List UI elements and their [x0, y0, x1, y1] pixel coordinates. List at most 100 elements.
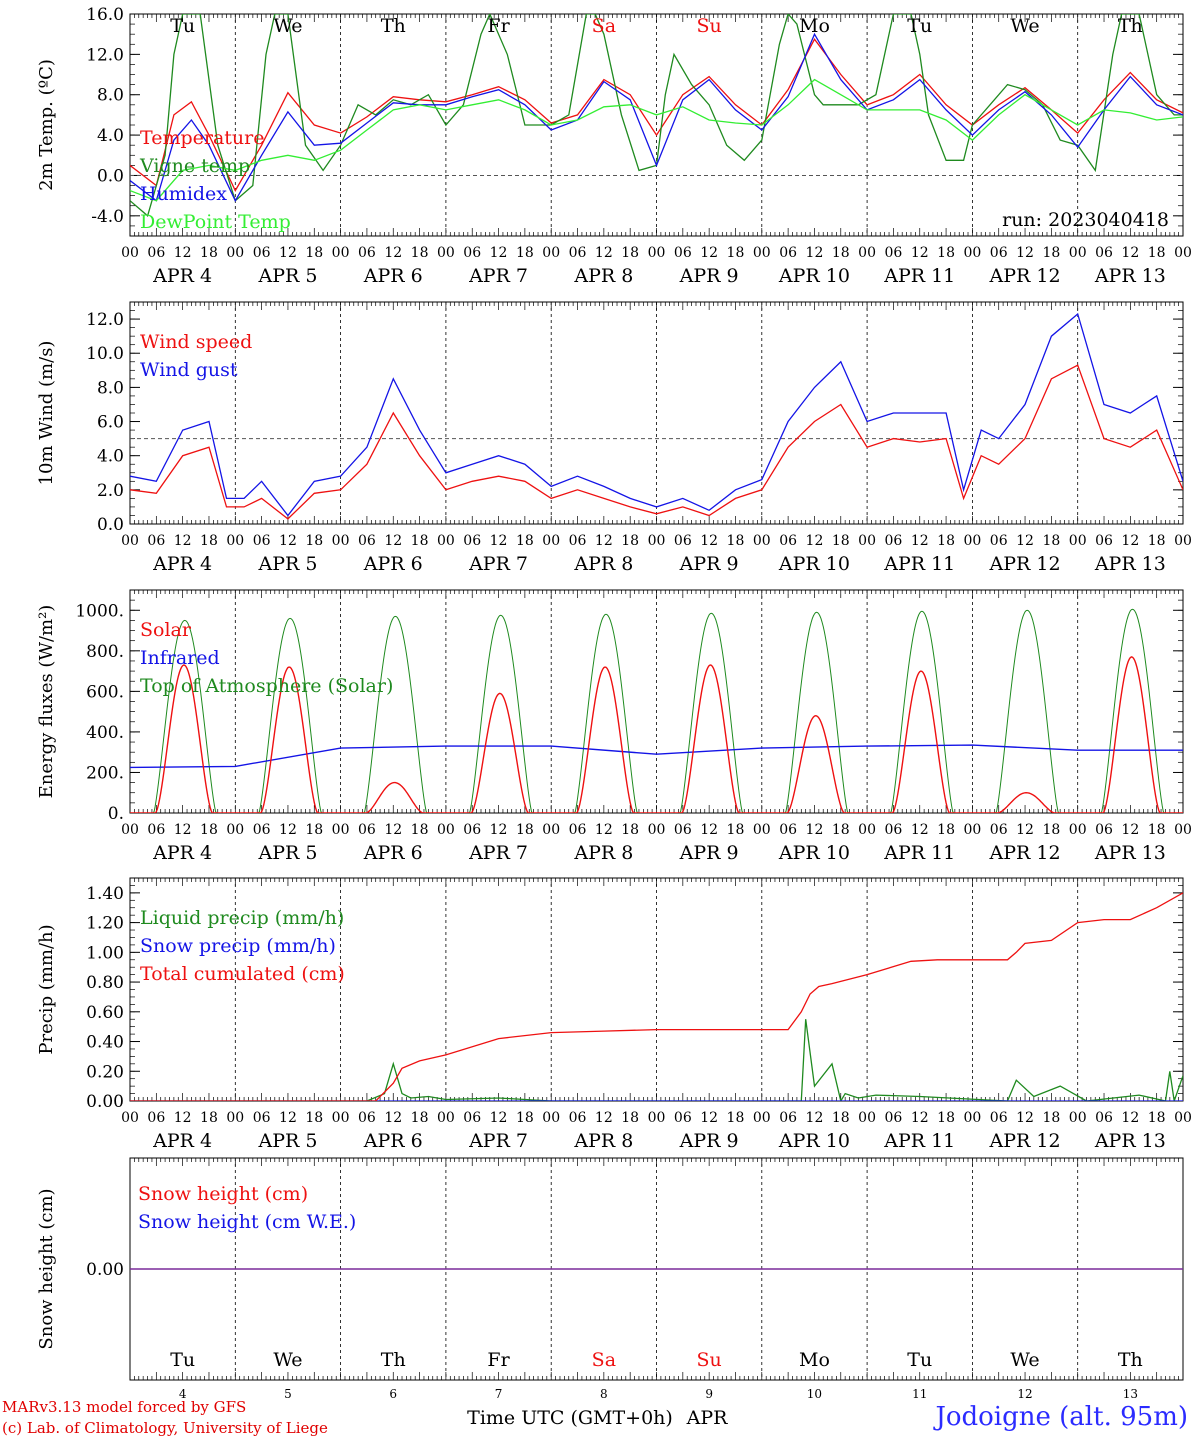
hour-tick-label: 12 — [1016, 533, 1034, 549]
hour-tick-label: 00 — [332, 1110, 350, 1126]
panel-2 — [129, 301, 1184, 525]
hour-tick-label: 06 — [779, 1110, 797, 1126]
hour-tick-label: 18 — [1042, 1110, 1060, 1126]
date-label: APR 5 — [257, 1130, 317, 1152]
y-tick-label: 1000. — [75, 601, 124, 621]
y-tick-label: 1.00 — [86, 943, 124, 963]
y-tick-label: 0.0 — [97, 515, 124, 535]
y-tick-label: 4.0 — [97, 126, 124, 146]
date-label: APR 6 — [363, 842, 423, 864]
hour-tick-label: 18 — [1042, 822, 1060, 838]
series-line-2 — [130, 892, 1183, 1101]
hour-tick-label: 06 — [674, 533, 692, 549]
hour-tick-label: 06 — [885, 245, 903, 261]
hour-tick-label: 18 — [832, 533, 850, 549]
date-label: APR 4 — [152, 842, 212, 864]
date-label: APR 13 — [1094, 1130, 1166, 1152]
day-number-label: 12 — [1017, 1387, 1032, 1401]
y-tick-label: 10.0 — [86, 344, 124, 364]
hour-tick-label: 00 — [648, 245, 666, 261]
panel-1 — [129, 13, 1184, 237]
hour-tick-label: 12 — [490, 822, 508, 838]
y-tick-label: 4.0 — [97, 447, 124, 467]
y-tick-label: 16.0 — [86, 5, 124, 25]
hour-tick-label: 06 — [674, 1110, 692, 1126]
weekday-label: Sa — [592, 1349, 616, 1371]
hour-tick-label: 00 — [648, 822, 666, 838]
hour-tick-label: 12 — [911, 533, 929, 549]
hour-tick-label: 18 — [832, 1110, 850, 1126]
hour-tick-label: 00 — [1174, 533, 1192, 549]
y-tick-label: 6.0 — [97, 413, 124, 433]
hour-tick-label: 00 — [963, 822, 981, 838]
hour-tick-label: 12 — [1121, 533, 1139, 549]
date-label: APR 10 — [778, 842, 850, 864]
hour-tick-label: 06 — [779, 822, 797, 838]
date-label: APR 9 — [679, 842, 739, 864]
weekday-label: We — [273, 1349, 302, 1371]
date-label: APR 10 — [778, 265, 850, 287]
weekday-label: Tu — [170, 15, 195, 37]
hour-tick-label: 06 — [147, 245, 165, 261]
legend-entry: Top of Atmosphere (Solar) — [140, 675, 393, 697]
legend-entry: Humidex — [140, 183, 227, 205]
panel-5 — [129, 1157, 1184, 1381]
hour-tick-label: 12 — [700, 822, 718, 838]
date-label: APR 11 — [883, 553, 955, 575]
hour-tick-label: 18 — [200, 822, 218, 838]
hour-tick-label: 12 — [174, 533, 192, 549]
hour-tick-label: 06 — [147, 1110, 165, 1126]
legend-entry: Wind speed — [140, 331, 252, 353]
hour-tick-label: 06 — [885, 822, 903, 838]
hour-tick-label: 06 — [1095, 245, 1113, 261]
day-number-label: 13 — [1123, 1387, 1138, 1401]
y-tick-label: 800. — [86, 642, 124, 662]
hour-tick-label: 12 — [174, 245, 192, 261]
hour-tick-label: 00 — [648, 533, 666, 549]
y-tick-label: 0.00 — [86, 1260, 124, 1280]
hour-tick-label: 06 — [885, 533, 903, 549]
hour-tick-label: 18 — [200, 533, 218, 549]
hour-tick-label: 18 — [305, 822, 323, 838]
date-label: APR 8 — [573, 553, 633, 575]
hour-tick-label: 00 — [1069, 1110, 1087, 1126]
model-credit: MARv3.13 model forced by GFS — [2, 1398, 247, 1416]
hour-tick-label: 00 — [648, 1110, 666, 1126]
hour-tick-label: 18 — [832, 822, 850, 838]
hour-tick-label: 00 — [542, 533, 560, 549]
hour-tick-label: 06 — [253, 533, 271, 549]
date-label: APR 4 — [152, 553, 212, 575]
series-line-0 — [130, 364, 1183, 520]
hour-tick-label: 18 — [1042, 533, 1060, 549]
weekday-label: Tu — [170, 1349, 195, 1371]
date-label: APR 5 — [257, 265, 317, 287]
y-tick-label: 12.0 — [86, 310, 124, 330]
hour-tick-label: 12 — [279, 533, 297, 549]
hour-tick-label: 18 — [937, 533, 955, 549]
date-label: APR 9 — [679, 1130, 739, 1152]
hour-tick-label: 12 — [806, 1110, 824, 1126]
date-label: APR 6 — [363, 553, 423, 575]
hour-tick-label: 18 — [411, 822, 429, 838]
hour-tick-label: 18 — [516, 245, 534, 261]
hour-tick-label: 00 — [121, 1110, 139, 1126]
hour-tick-label: 18 — [200, 245, 218, 261]
hour-tick-label: 06 — [463, 1110, 481, 1126]
hour-tick-label: 00 — [542, 1110, 560, 1126]
hour-tick-label: 00 — [121, 533, 139, 549]
hour-tick-label: 06 — [1095, 822, 1113, 838]
y-tick-label: 1.40 — [86, 884, 124, 904]
hour-tick-label: 00 — [858, 533, 876, 549]
hour-tick-label: 00 — [226, 245, 244, 261]
date-label: APR 12 — [989, 553, 1061, 575]
date-label: APR 11 — [883, 265, 955, 287]
day-number-label: 10 — [807, 1387, 822, 1401]
panel-3 — [129, 589, 1184, 814]
day-number-label: 9 — [705, 1387, 713, 1401]
hour-tick-label: 06 — [990, 1110, 1008, 1126]
y-tick-label: -4.0 — [91, 207, 124, 227]
date-label: APR 7 — [468, 265, 528, 287]
y-tick-label: 12.0 — [86, 45, 124, 65]
y-axis-label: 10m Wind (m/s) — [36, 341, 57, 486]
day-number-label: 4 — [179, 1387, 187, 1401]
